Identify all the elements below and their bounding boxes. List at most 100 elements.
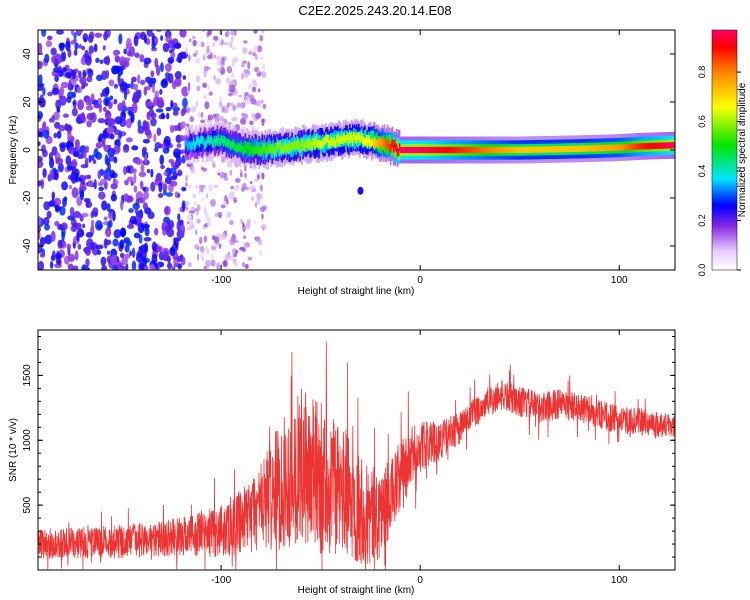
heatmap-cell xyxy=(97,97,103,105)
heatmap-cell xyxy=(243,40,248,44)
heatmap-cell xyxy=(217,172,221,176)
heatmap-ridge-cell xyxy=(587,145,590,152)
heatmap-cell xyxy=(113,98,118,105)
heatmap-cell xyxy=(91,154,95,161)
heatmap-cell xyxy=(50,230,56,242)
heatmap-cell xyxy=(254,66,259,72)
heatmap-ridge-cell xyxy=(189,142,192,151)
heatmap-ridge-cell xyxy=(370,138,373,147)
heatmap-ridge-cell xyxy=(201,135,204,144)
heatmap-cell xyxy=(203,65,209,72)
spectrogram-y-ticks: -40 -20 0 20 40 xyxy=(22,48,675,253)
heatmap-cell xyxy=(252,79,257,84)
heatmap-cell xyxy=(228,66,232,71)
heatmap-cell xyxy=(180,108,186,117)
heatmap-cell xyxy=(119,252,125,259)
heatmap-ridge-cell xyxy=(440,146,443,154)
heatmap-ridge-cell xyxy=(499,146,501,154)
heatmap-cell xyxy=(38,131,43,138)
heatmap-ridge-cell xyxy=(648,142,651,150)
heatmap-cell xyxy=(53,197,62,206)
heatmap-cell xyxy=(56,30,64,35)
heatmap-cell xyxy=(108,102,113,110)
heatmap-ridge-cell xyxy=(225,138,228,146)
heatmap-cell xyxy=(242,221,245,228)
heatmap-ridge-cell xyxy=(231,141,234,149)
heatmap-ridge-cell xyxy=(321,140,323,149)
heatmap-ridge-cell xyxy=(504,146,506,154)
heatmap-cell xyxy=(68,185,73,190)
heatmap-ridge-cell xyxy=(248,139,251,154)
heatmap-cell xyxy=(244,96,251,105)
heatmap-cell xyxy=(76,232,80,242)
heatmap-cell xyxy=(98,191,106,200)
heatmap-cell xyxy=(55,205,61,212)
heatmap-cell xyxy=(181,155,186,164)
heatmap-ridge-cell xyxy=(628,143,631,151)
heatmap-ridge-cell xyxy=(423,146,426,154)
colorbar-gradient xyxy=(712,30,737,270)
heatmap-cell xyxy=(169,167,177,174)
heatmap-cell xyxy=(176,193,181,198)
heatmap-ridge-cell xyxy=(526,146,528,153)
heatmap-cell xyxy=(60,81,69,89)
heatmap-ridge-cell xyxy=(230,141,233,149)
heatmap-cell xyxy=(167,56,175,64)
x-tick-label: -100 xyxy=(211,575,231,586)
heatmap-ridge-cell xyxy=(435,146,438,154)
heatmap-cell xyxy=(154,146,159,153)
heatmap-cell xyxy=(119,65,126,71)
heatmap-ridge-cell xyxy=(271,143,273,152)
heatmap-ridge-cell xyxy=(368,138,371,147)
heatmap-ridge-cell xyxy=(390,141,393,156)
heatmap-ridge-cell xyxy=(187,141,190,150)
heatmap-ridge-cell xyxy=(334,130,336,145)
heatmap-ridge-cell xyxy=(634,143,637,150)
heatmap-cell xyxy=(85,55,92,66)
heatmap-cell xyxy=(104,154,109,166)
heatmap-cell xyxy=(107,144,112,149)
heatmap-cell xyxy=(77,30,84,34)
heatmap-ridge-cell xyxy=(564,146,566,153)
heatmap-cell xyxy=(85,105,94,111)
heatmap-cell xyxy=(164,176,172,185)
heatmap-cell xyxy=(196,75,200,83)
heatmap-cell xyxy=(144,153,148,165)
heatmap-cell xyxy=(202,197,205,201)
snr-x-ticks: -100 0 100 xyxy=(211,330,628,586)
heatmap-cell xyxy=(261,172,265,180)
heatmap-cell xyxy=(171,80,177,90)
heatmap-ridge-cell xyxy=(268,145,271,153)
heatmap-cell xyxy=(107,147,116,157)
heatmap-cell xyxy=(163,171,168,176)
heatmap-ridge-cell xyxy=(438,146,441,154)
heatmap-ridge-cell xyxy=(254,138,257,154)
heatmap-ridge-cell xyxy=(184,139,187,148)
heatmap-cell xyxy=(82,223,86,229)
heatmap-ridge-cell xyxy=(199,136,202,145)
heatmap-ridge-cell xyxy=(533,146,535,153)
heatmap-ridge-cell xyxy=(460,146,463,154)
heatmap-ridge-cell xyxy=(579,145,582,152)
heatmap-cell xyxy=(101,265,108,270)
heatmap-cell xyxy=(51,115,55,123)
heatmap-ridge-cell xyxy=(276,142,278,151)
heatmap-cell xyxy=(213,35,219,41)
heatmap-ridge-cell xyxy=(271,144,273,159)
heatmap-ridge-cell xyxy=(644,143,647,150)
heatmap-cell xyxy=(54,53,62,65)
heatmap-ridge-cell xyxy=(273,148,275,156)
heatmap-ridge-cell xyxy=(412,146,415,154)
heatmap-cell xyxy=(261,223,268,230)
heatmap-ridge-cell xyxy=(651,142,654,150)
heatmap-cell xyxy=(61,181,69,191)
heatmap-ridge-cell xyxy=(189,133,192,149)
heatmap-ridge-cell xyxy=(453,146,456,154)
heatmap-ridge-cell xyxy=(666,142,669,149)
heatmap-cell xyxy=(67,165,73,171)
heatmap-ridge-cell xyxy=(297,138,299,147)
heatmap-ridge-cell xyxy=(673,142,675,149)
heatmap-ridge-cell xyxy=(586,145,589,152)
heatmap-cell xyxy=(59,95,67,106)
heatmap-ridge-cell xyxy=(194,140,197,149)
